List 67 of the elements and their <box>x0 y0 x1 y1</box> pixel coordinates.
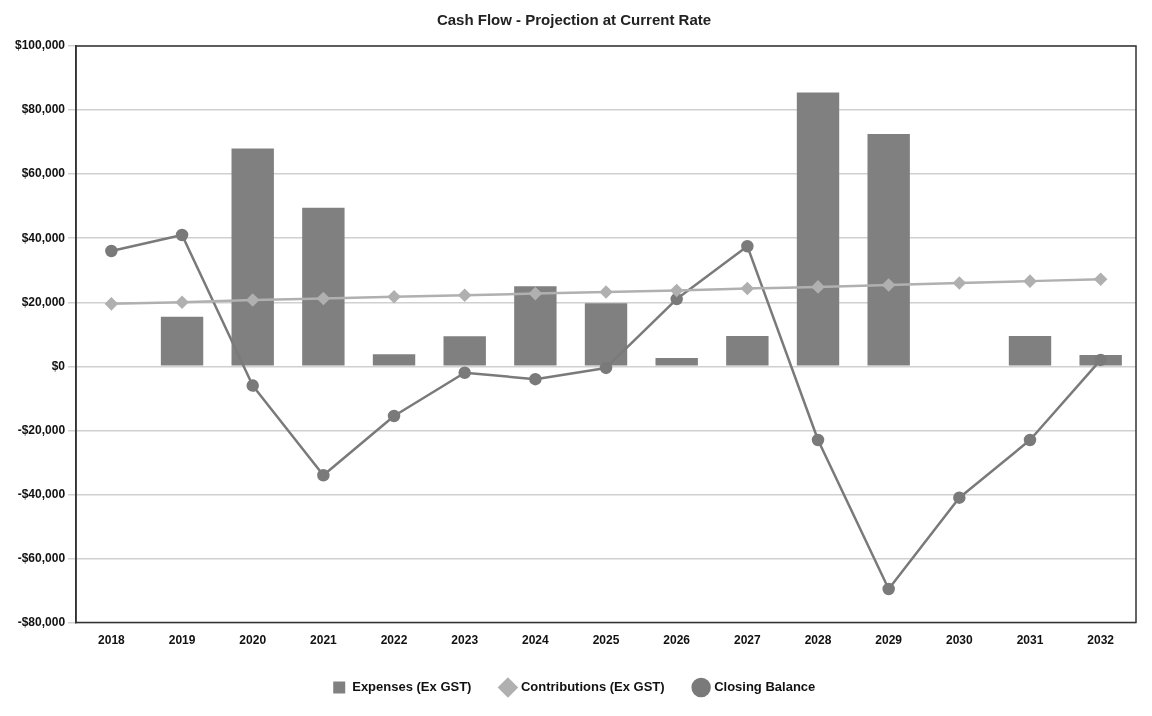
x-tick-label: 2022 <box>380 633 408 648</box>
bar <box>726 335 769 366</box>
point <box>953 491 966 504</box>
point <box>1023 274 1037 288</box>
point <box>599 361 613 375</box>
point <box>175 296 189 309</box>
point <box>529 287 542 300</box>
y-tick-label: -$20,000 <box>17 422 66 437</box>
y-tick-label: $0 <box>51 358 66 373</box>
point <box>882 278 895 292</box>
x-tick-label: 2024 <box>522 633 550 648</box>
point <box>953 276 966 290</box>
point <box>670 284 683 297</box>
point <box>246 379 259 392</box>
y-tick-label: -$80,000 <box>17 614 66 629</box>
point <box>387 409 401 423</box>
x-tick-label: 2021 <box>310 633 338 648</box>
bar <box>372 354 416 366</box>
point <box>599 285 613 299</box>
point <box>741 282 754 295</box>
point <box>529 372 542 386</box>
x-tick-label: 2019 <box>168 633 196 648</box>
legend-label: Contributions (Ex GST) <box>520 679 665 695</box>
y-tick-label: -$60,000 <box>17 550 66 565</box>
bar <box>1008 335 1052 366</box>
y-tick-label: $40,000 <box>21 230 66 245</box>
x-tick-label: 2025 <box>592 633 620 648</box>
y-tick-label: $20,000 <box>21 294 66 309</box>
y-tick-label: -$40,000 <box>17 486 66 501</box>
y-tick-label: $60,000 <box>21 166 66 181</box>
x-tick-label: 2027 <box>734 633 762 648</box>
bar <box>655 358 698 366</box>
bar <box>160 316 204 366</box>
legend-label: Expenses (Ex GST) <box>352 679 472 695</box>
y-tick-label: $100,000 <box>14 38 66 53</box>
x-tick-label: 2032 <box>1087 633 1115 648</box>
x-tick-label: 2030 <box>945 633 974 648</box>
point <box>458 366 471 379</box>
point <box>317 292 330 305</box>
point <box>246 293 259 307</box>
bar <box>867 134 910 366</box>
point <box>1023 433 1037 447</box>
bar <box>302 207 345 366</box>
point <box>387 290 401 304</box>
point <box>1094 353 1107 367</box>
x-tick-label: 2020 <box>239 633 267 648</box>
bar <box>514 286 557 366</box>
point <box>741 239 754 253</box>
point <box>1094 272 1107 286</box>
y-tick-label: $80,000 <box>21 102 66 117</box>
point <box>811 280 825 294</box>
point <box>105 244 118 258</box>
point <box>458 288 471 302</box>
point <box>882 582 895 596</box>
x-tick-label: 2029 <box>875 633 903 648</box>
point <box>105 297 118 311</box>
legend-label: Closing Balance <box>714 679 816 695</box>
chart-title: Cash Flow - Projection at Current Rate <box>436 11 712 29</box>
point <box>317 469 330 482</box>
x-tick-label: 2026 <box>663 633 691 648</box>
x-tick-label: 2031 <box>1016 633 1044 648</box>
x-tick-label: 2018 <box>98 633 126 648</box>
bar <box>796 92 840 366</box>
x-tick-label: 2023 <box>451 633 479 648</box>
point <box>175 228 189 242</box>
x-tick-label: 2028 <box>804 633 832 648</box>
point <box>811 433 825 447</box>
